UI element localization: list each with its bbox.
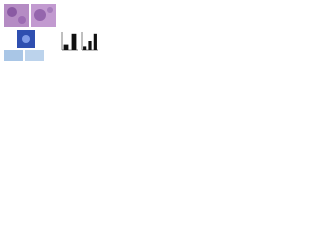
- bar: [93, 33, 97, 50]
- image-texture: [7, 7, 17, 17]
- image-texture: [18, 16, 26, 24]
- bar: [63, 44, 69, 50]
- stain-image: [4, 50, 23, 61]
- bar: [88, 41, 92, 50]
- image-texture: [22, 35, 30, 43]
- histology-image: [4, 4, 29, 27]
- page: {"chart_data": [ {"type": "bar", "catego…: [0, 0, 320, 62]
- image-texture: [34, 9, 46, 21]
- figure: [0, 0, 100, 62]
- stain-image: [25, 50, 44, 61]
- bar: [83, 46, 87, 50]
- image-texture: [47, 7, 53, 13]
- bar: [71, 33, 77, 50]
